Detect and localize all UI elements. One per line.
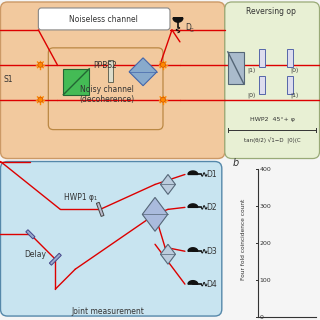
Polygon shape bbox=[142, 197, 168, 231]
Text: 100: 100 bbox=[260, 278, 271, 283]
Text: |0⟩: |0⟩ bbox=[247, 92, 256, 98]
FancyBboxPatch shape bbox=[225, 2, 319, 158]
Text: D3: D3 bbox=[206, 247, 217, 256]
Polygon shape bbox=[188, 171, 198, 174]
Text: D1: D1 bbox=[206, 170, 217, 179]
Text: HWP2  45°+ φ: HWP2 45°+ φ bbox=[250, 117, 295, 122]
Circle shape bbox=[38, 62, 43, 67]
Polygon shape bbox=[96, 202, 104, 216]
Text: G: G bbox=[190, 28, 194, 33]
Bar bbox=[259, 49, 265, 67]
Text: D2: D2 bbox=[206, 203, 217, 212]
Text: PPBS2: PPBS2 bbox=[93, 61, 117, 70]
Text: Joint measurement: Joint measurement bbox=[72, 307, 145, 316]
FancyBboxPatch shape bbox=[1, 2, 225, 158]
Bar bbox=[63, 69, 89, 95]
Text: Delay: Delay bbox=[24, 250, 46, 259]
Polygon shape bbox=[161, 174, 175, 195]
Circle shape bbox=[161, 97, 165, 102]
Circle shape bbox=[38, 97, 43, 102]
Polygon shape bbox=[161, 244, 175, 264]
FancyBboxPatch shape bbox=[38, 8, 170, 30]
Text: |1⟩: |1⟩ bbox=[247, 67, 256, 73]
FancyBboxPatch shape bbox=[48, 48, 163, 130]
Bar bbox=[108, 60, 113, 82]
Text: 0: 0 bbox=[260, 315, 264, 320]
Polygon shape bbox=[26, 230, 35, 239]
Text: 400: 400 bbox=[260, 167, 271, 172]
Text: 200: 200 bbox=[260, 241, 271, 246]
Text: D4: D4 bbox=[206, 280, 217, 289]
Polygon shape bbox=[129, 58, 157, 86]
FancyBboxPatch shape bbox=[1, 162, 222, 316]
Text: Noisy channel
(decoherence): Noisy channel (decoherence) bbox=[80, 85, 135, 104]
Text: Reversing op: Reversing op bbox=[246, 7, 296, 16]
Bar bbox=[259, 76, 265, 94]
Text: |1⟩: |1⟩ bbox=[290, 92, 299, 98]
Circle shape bbox=[161, 62, 165, 67]
Polygon shape bbox=[49, 253, 61, 265]
Bar bbox=[287, 49, 292, 67]
Polygon shape bbox=[188, 281, 198, 284]
Bar bbox=[287, 76, 292, 94]
Text: b: b bbox=[233, 157, 239, 167]
Polygon shape bbox=[188, 248, 198, 251]
Text: tan(θ/2) √1−D  |0⟩(C: tan(θ/2) √1−D |0⟩(C bbox=[244, 136, 301, 143]
Text: |0⟩: |0⟩ bbox=[290, 67, 299, 73]
Text: Four fold coincidence count: Four fold coincidence count bbox=[241, 199, 246, 280]
Text: HWP1 φ₁: HWP1 φ₁ bbox=[64, 193, 97, 202]
Text: Noiseless channel: Noiseless channel bbox=[69, 15, 138, 24]
Text: 300: 300 bbox=[260, 204, 271, 209]
Polygon shape bbox=[188, 204, 198, 207]
Polygon shape bbox=[173, 18, 183, 22]
Text: S1: S1 bbox=[4, 75, 13, 84]
Bar bbox=[228, 52, 244, 84]
Text: D: D bbox=[185, 23, 191, 32]
